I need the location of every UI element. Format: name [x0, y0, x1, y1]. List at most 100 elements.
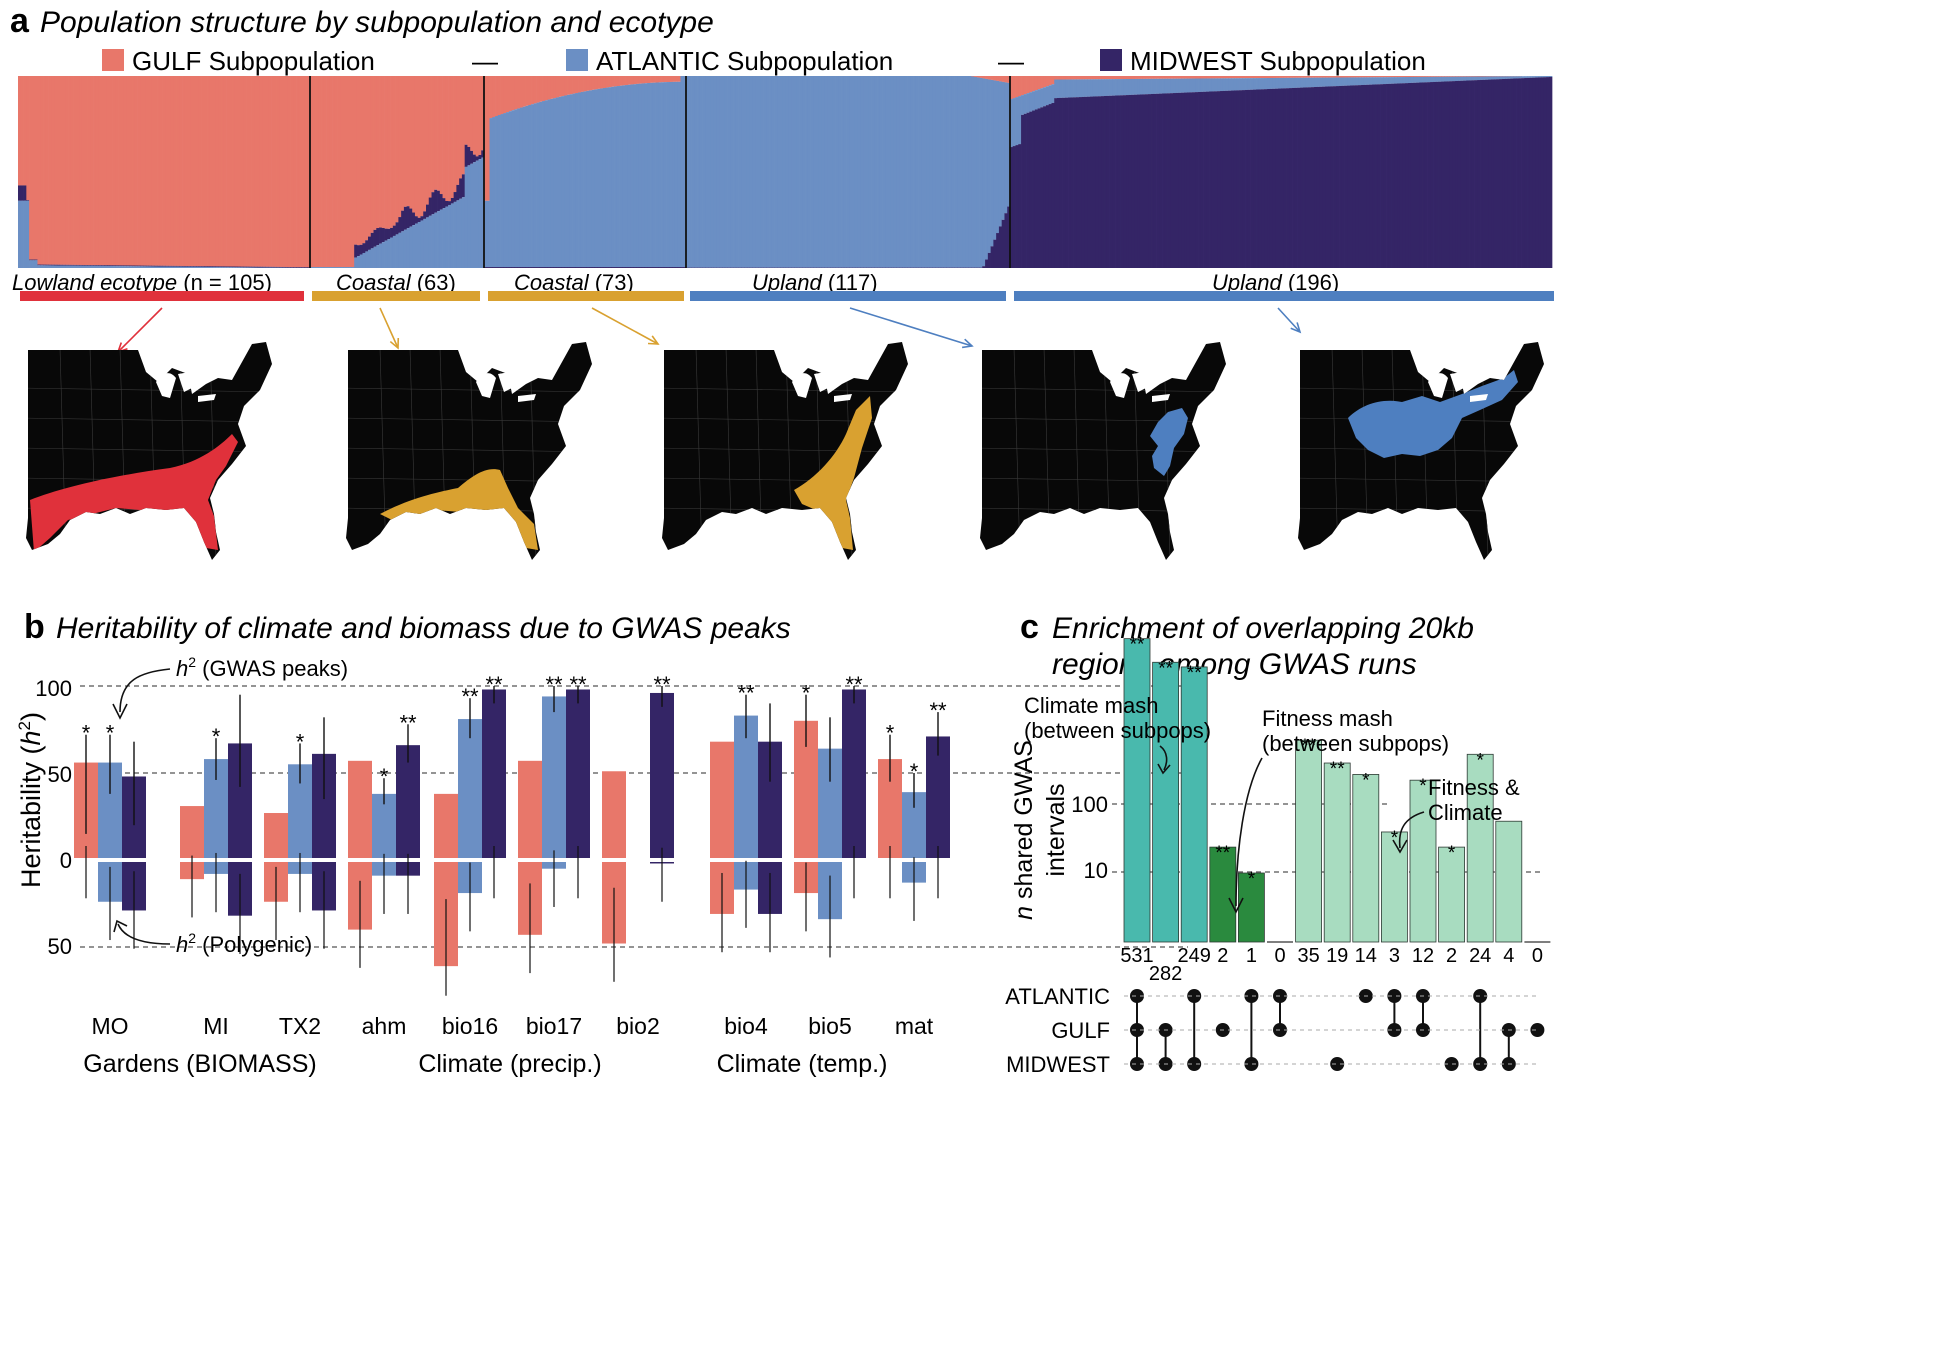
range-map-5 [1298, 342, 1544, 560]
structure-column-segment [1380, 76, 1384, 78]
structure-column-segment [456, 184, 460, 201]
structure-column-segment [1239, 90, 1243, 268]
structure-column-segment [1001, 81, 1005, 220]
structure-column-segment [733, 76, 737, 268]
structure-column-segment [84, 265, 88, 268]
upset-count-label: 24 [1469, 945, 1491, 967]
structure-column-segment [531, 267, 535, 268]
structure-column-segment [221, 267, 225, 268]
structure-column-segment [1333, 76, 1337, 78]
structure-column-segment [1137, 78, 1141, 95]
structure-column-segment [1341, 85, 1345, 268]
structure-column-segment [1018, 96, 1022, 145]
structure-column-segment [461, 197, 466, 268]
structure-column-segment [586, 267, 590, 268]
structure-column-segment [727, 76, 731, 268]
structure-column-segment [112, 265, 116, 267]
state-border [346, 417, 592, 423]
bar-top-ahm-midwest [396, 745, 420, 858]
structure-column-segment [1159, 76, 1163, 79]
structure-column-segment [376, 228, 380, 246]
structure-column-segment [1104, 79, 1108, 96]
group-label-temp: Climate (temp.) [717, 1050, 888, 1078]
structure-column-segment [56, 265, 61, 268]
structure-column-segment [168, 265, 172, 267]
structure-column-segment [1488, 76, 1492, 80]
structure-column-segment [381, 227, 385, 243]
structure-column-segment [209, 76, 214, 267]
structure-column-segment [132, 76, 136, 266]
structure-column-segment [1469, 80, 1473, 268]
structure-column-segment [935, 76, 939, 268]
structure-column-segment [1026, 76, 1030, 94]
structure-column-segment [1186, 78, 1191, 93]
structure-column-segment [1117, 95, 1121, 268]
structure-column-segment [1261, 89, 1265, 268]
structure-column-segment [528, 104, 532, 268]
structure-column-segment [1480, 79, 1484, 268]
structure-column-segment [830, 76, 834, 268]
structure-column-segment [365, 251, 369, 268]
structure-column-segment [616, 86, 620, 268]
structure-column-segment [1112, 79, 1116, 96]
structure-column-segment [1283, 77, 1287, 89]
structure-column-segment [1206, 78, 1210, 92]
structure-column-segment [1457, 76, 1462, 81]
structure-column-segment [987, 252, 991, 268]
structure-column-segment [550, 76, 554, 99]
structure-column-segment [354, 76, 358, 245]
structure-column-segment [1397, 76, 1401, 78]
structure-column-segment [1427, 76, 1431, 77]
structure-column-segment [877, 76, 881, 268]
structure-column-segment [282, 266, 286, 268]
structure-column-segment [674, 267, 679, 268]
structure-column-segment [996, 80, 1000, 234]
upset-bar-11 [1409, 779, 1437, 943]
structure-column-segment [1297, 87, 1301, 269]
structure-column-segment [1405, 76, 1409, 78]
structure-column-segment [1256, 76, 1260, 79]
structure-column-segment [18, 200, 22, 268]
structure-column-segment [1247, 78, 1251, 90]
structure-column-segment [51, 76, 55, 265]
upset-dot [1330, 1057, 1345, 1071]
structure-column-segment [625, 85, 629, 268]
structure-column-segment [1120, 79, 1124, 96]
structure-column-segment [924, 76, 928, 268]
structure-column-segment [636, 76, 640, 84]
structure-column-segment [1239, 76, 1243, 79]
structure-column-segment [1142, 76, 1146, 79]
y-tick-100: 100 [35, 676, 72, 701]
structure-column-segment [209, 266, 214, 268]
structure-column-segment [1466, 76, 1470, 77]
structure-column-segment [439, 76, 443, 195]
structure-column-segment [1018, 76, 1022, 97]
structure-column-segment [1073, 79, 1077, 98]
structure-column-segment [1004, 76, 1008, 83]
structure-column-segment [1170, 78, 1174, 94]
structure-column-segment [434, 76, 438, 190]
structure-column-segment [1128, 76, 1133, 79]
structure-column-segment [354, 257, 358, 268]
structure-column-segment [450, 203, 454, 268]
structure-column-segment [459, 198, 463, 268]
state-border [529, 347, 537, 559]
bar-top-bio17-gulf [518, 760, 542, 858]
structure-column-segment [232, 76, 236, 267]
structure-column-segment [1543, 76, 1547, 78]
annotation-fitness-mash-arrow [1235, 757, 1263, 907]
structure-column-segment [1336, 77, 1340, 87]
structure-column-segment [1513, 76, 1517, 79]
structure-column-segment [1427, 76, 1431, 83]
structure-column-segment [143, 76, 147, 266]
structure-column-segment [1156, 76, 1160, 79]
structure-column-segment [578, 267, 582, 268]
structure-column-segment [591, 89, 596, 268]
structure-column-segment [1386, 76, 1390, 78]
structure-column-segment [276, 266, 280, 268]
structure-column-segment [1466, 80, 1470, 268]
structure-column-segment [229, 266, 233, 268]
structure-column-segment [1054, 79, 1058, 99]
y-tick-0: 0 [60, 848, 72, 873]
structure-column-segment [193, 76, 197, 267]
